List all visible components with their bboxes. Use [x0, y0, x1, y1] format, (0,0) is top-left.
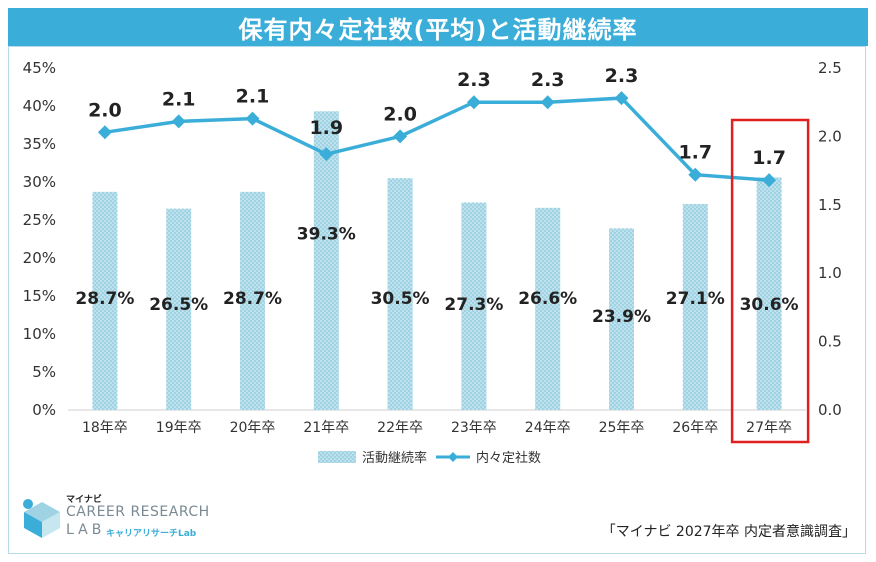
line-point-marker [171, 114, 186, 129]
category-label: 24年卒 [525, 420, 571, 436]
logo-brand: マイナビ [66, 495, 102, 505]
category-label: 19年卒 [156, 420, 202, 436]
bar [756, 177, 782, 410]
bar-value-label: 26.6% [518, 289, 577, 309]
highlight-box [730, 118, 810, 444]
career-research-lab-logo: マイナビ CAREER RESEARCH LAB キャリアリサーチLab [20, 492, 210, 542]
line-value-label: 1.9 [309, 117, 343, 139]
line-point-marker [319, 147, 334, 162]
category-label: 21年卒 [303, 420, 349, 436]
legend-line-label: 内々定社数 [476, 450, 541, 466]
line-point-marker [688, 167, 703, 182]
legend-line-marker [448, 452, 458, 462]
chart-frame [8, 46, 866, 554]
line-point-marker [540, 95, 555, 110]
left-axis: 0% 5% 10% 15% 20% 25% 30% 35% 40% 45% [23, 59, 806, 419]
left-tick-label: 45% [23, 59, 56, 77]
line-value-label: 2.0 [383, 103, 417, 125]
line-value-label: 1.7 [678, 142, 712, 164]
left-tick-label: 10% [23, 325, 56, 343]
left-tick-label: 35% [23, 135, 56, 153]
bar-value-label: 30.6% [740, 295, 799, 315]
legend: 活動継続率 内々定社数 [318, 450, 541, 466]
bar-value-label: 28.7% [75, 289, 134, 309]
right-tick-label: 1.5 [818, 196, 842, 214]
left-tick-label: 5% [32, 363, 56, 381]
right-tick-label: 2.0 [818, 127, 842, 145]
category-label: 27年卒 [746, 420, 792, 436]
left-tick-label: 20% [23, 249, 56, 267]
line-value-label: 2.1 [162, 88, 196, 110]
logo-sub: キャリアリサーチLab [106, 529, 197, 539]
left-tick-label: 25% [23, 211, 56, 229]
source-note: 「マイナビ 2027年卒 内定者意識調査」 [601, 524, 856, 540]
legend-bar-label: 活動継続率 [362, 450, 427, 466]
bar [682, 204, 708, 410]
left-tick-label: 0% [32, 401, 56, 419]
bar-value-label: 28.7% [223, 289, 282, 309]
line-point-marker [466, 95, 481, 110]
line-value-label: 1.7 [752, 147, 786, 169]
line-value-label: 2.1 [236, 86, 270, 108]
bar [609, 228, 634, 410]
bar [461, 202, 487, 410]
right-axis: 0.0 0.5 1.0 1.5 2.0 2.5 [818, 59, 842, 419]
bar [240, 191, 265, 410]
category-label: 23年卒 [451, 420, 497, 436]
line-point-marker [762, 173, 777, 188]
left-tick-label: 30% [23, 173, 56, 191]
highlight-group [730, 118, 810, 444]
category-label: 18年卒 [82, 420, 128, 436]
cube-logo-icon [23, 499, 60, 538]
bar-value-label: 26.5% [149, 295, 208, 315]
right-tick-label: 0.5 [818, 333, 842, 351]
bar-value-label: 30.5% [371, 289, 430, 309]
right-tick-label: 2.5 [818, 59, 842, 77]
series-line-naiteisha [104, 96, 770, 182]
line-point-marker [614, 91, 629, 106]
line-group: 2.0 2.1 2.1 1.9 2.0 2.3 2.3 2.3 1.7 1.7 [88, 65, 786, 188]
bar-value-label: 27.3% [444, 295, 503, 315]
category-label: 25年卒 [599, 420, 645, 436]
bar [535, 207, 561, 410]
bar-value-label: 27.1% [666, 289, 725, 309]
category-label: 22年卒 [377, 420, 423, 436]
line-point-marker [245, 111, 260, 126]
logo-line1: CAREER RESEARCH [66, 504, 210, 520]
line-value-label: 2.3 [457, 69, 491, 91]
left-tick-label: 15% [23, 287, 56, 305]
right-tick-label: 1.0 [818, 264, 842, 282]
category-label: 26年卒 [672, 420, 718, 436]
bar [387, 178, 413, 410]
line-value-label: 2.0 [88, 99, 122, 121]
legend-bar-swatch [318, 451, 356, 463]
bars-group: 28.7% 26.5% 28.7% 39.3% 30.5% 27.3% 26.6% 23.9%… [75, 111, 799, 410]
left-tick-label: 40% [23, 97, 56, 115]
category-label: 20年卒 [230, 420, 276, 436]
line-value-label: 2.3 [531, 69, 565, 91]
line-point-marker [393, 129, 408, 144]
bar [92, 191, 118, 410]
line-point-marker [97, 125, 112, 140]
bar-value-label: 39.3% [297, 224, 356, 244]
chart-title: 保有内々定社数(平均)と活動継続率 [8, 8, 868, 46]
right-tick-label: 0.0 [818, 401, 842, 419]
category-axis: 18年卒 19年卒 20年卒 21年卒 22年卒 23年卒 24年卒 25年卒 26年卒 27年卒 [82, 420, 792, 436]
line-value-label: 2.3 [605, 65, 639, 87]
bar-value-label: 23.9% [592, 307, 651, 327]
logo-line2: LAB [66, 522, 106, 538]
bar [166, 208, 192, 410]
